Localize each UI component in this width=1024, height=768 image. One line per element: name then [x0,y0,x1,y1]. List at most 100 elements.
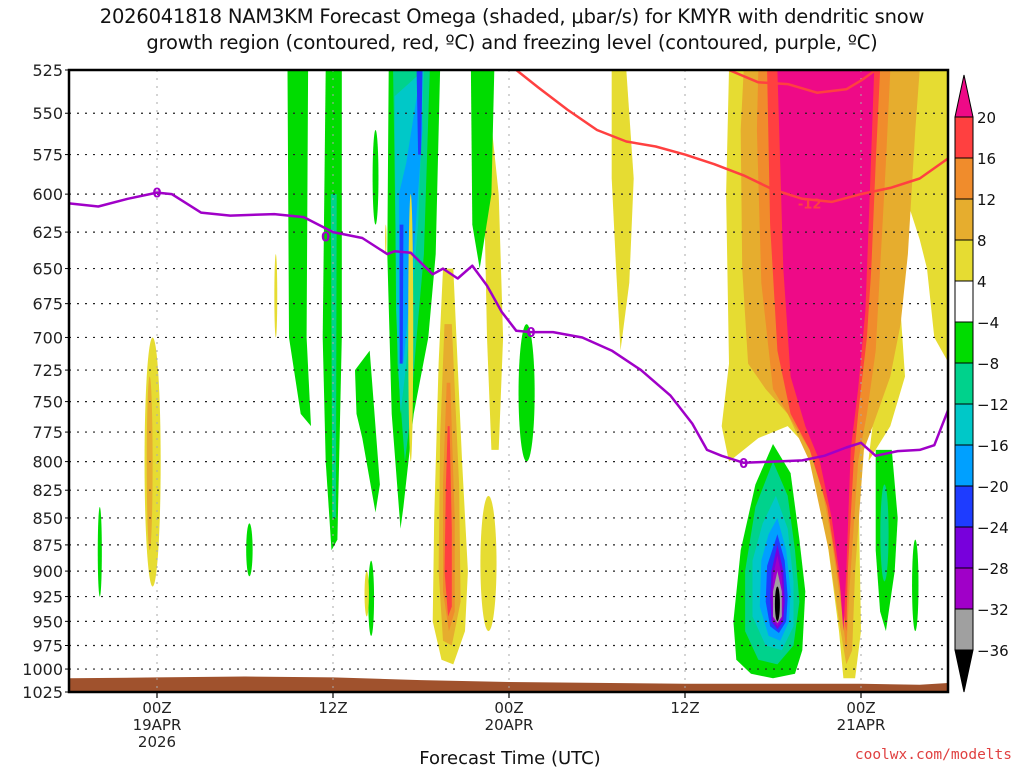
chart-title-line-2: growth region (contoured, red, ºC) and f… [146,31,878,54]
y-tick-label: 850 [32,509,63,528]
contour-layer: -12 0 0 0 0 [69,70,948,472]
x-tick-label: 2026 [138,733,176,751]
omega-rising-blob [330,194,337,518]
y-tick-label: 675 [32,295,63,314]
freezing-level-line [69,191,948,465]
omega-sinking-blob [364,571,369,617]
y-tick-label: 550 [32,104,63,123]
colorbar-tick-label: −28 [977,560,1009,578]
terrain-layer [69,676,948,692]
y-tick-label: 775 [32,423,63,442]
y-tick-label: 625 [32,223,63,242]
colorbar-tick-label: −12 [977,396,1009,414]
colorbar-bottom-arrow [954,649,974,693]
y-tick-label: 750 [32,393,63,412]
omega-rising-blob [470,70,495,269]
colorbar-bin [954,608,974,651]
chart-title-line-1: 2026041818 NAM3KM Forecast Omega (shaded… [99,5,925,28]
omega-rising-blob [416,70,423,155]
colorbar-bin [954,567,974,610]
colorbar-bin [954,403,974,446]
colorbar-top-arrow [954,74,974,118]
x-tick-label: 19APR [133,716,182,734]
y-tick-label: 900 [32,562,63,581]
x-tick-label: 00Z [142,699,171,717]
x-tick-label: 20APR [485,716,534,734]
x-tick-label: 00Z [846,699,875,717]
omega-rising-blob [372,129,379,225]
x-tick-label: 12Z [670,699,699,717]
y-tick-label: 925 [32,588,63,607]
omega-rising-blob [880,484,889,582]
x-tick-label: 21APR [837,716,886,734]
freezing-level-label: 0 [152,187,161,202]
colorbar-tick-label: −36 [977,642,1009,660]
dgz-contour-line [515,70,948,204]
colorbar-bin [954,321,974,364]
y-axis: 525 550 575 600 625 650 675 700 725 750 775 800 825 8… [22,61,69,702]
colorbar-bin [954,116,974,159]
omega-sinking-blob [274,254,278,338]
x-tick-label: 12Z [318,699,347,717]
omega-sinking-blob [146,376,153,551]
y-tick-label: 800 [32,453,63,472]
freezing-level-label: 0 [739,457,748,472]
colorbar-bin [954,485,974,528]
terrain-fill [69,676,948,692]
omega-sinking-blob [444,426,452,617]
omega-sinking-blob [777,70,875,632]
y-tick-label: 1025 [22,683,63,702]
omega-rising-blob [399,224,404,364]
colorbar: 20 16 12 8 4 −4 −8 −12 −16 −20 −24 −28 −32 −36 [954,74,1009,693]
colorbar-tick-label: −8 [977,355,999,373]
y-tick-label: 575 [32,146,63,165]
colorbar-tick-label: −24 [977,519,1009,537]
dgz-contour-line [728,70,877,94]
colorbar-bin [954,444,974,487]
omega-rising-blob [246,523,253,577]
omega-rising-blob [774,586,780,622]
colorbar-tick-label: −4 [977,314,999,332]
colorbar-tick-label: 12 [977,191,996,209]
colorbar-tick-label: 8 [977,232,987,250]
colorbar-bin [954,239,974,282]
freezing-level-label: 0 [526,326,535,341]
colorbar-tick-label: −32 [977,601,1009,619]
colorbar-tick-label: −16 [977,437,1009,455]
y-tick-label: 700 [32,328,63,347]
y-tick-label: 600 [32,185,63,204]
y-tick-label: 1000 [22,660,63,679]
colorbar-bin [954,526,974,569]
colorbar-bin [954,198,974,241]
colorbar-tick-label: −20 [977,478,1009,496]
omega-rising-blob [368,560,375,636]
colorbar-tick-label: 20 [977,109,996,127]
x-tick-label: 00Z [494,699,523,717]
y-tick-label: 950 [32,612,63,631]
omega-rising-blob [912,539,919,632]
chart-title: 2026041818 NAM3KM Forecast Omega (shaded… [0,4,1024,56]
colorbar-bin [954,280,974,323]
omega-shading [97,70,948,679]
dgz-contour-label: -12 [798,197,822,212]
omega-sinking-blob [408,194,414,462]
y-tick-label: 650 [32,260,63,279]
omega-sinking-blob [611,70,634,351]
omega-sinking-blob [480,495,497,632]
x-axis-title: Forecast Time (UTC) [419,748,600,768]
y-tick-label: 875 [32,536,63,555]
y-tick-label: 975 [32,637,63,656]
freezing-level-label: 0 [321,231,330,246]
credit-link[interactable]: coolwx.com/modelts [855,747,1012,763]
omega-sinking-blob [385,224,387,255]
omega-rising-blob [97,506,102,597]
colorbar-bin [954,362,974,405]
omega-rising-blob [355,350,380,513]
colorbar-tick-label: 4 [977,273,987,291]
omega-rising-blob [518,324,535,462]
y-tick-label: 525 [32,61,63,80]
colorbar-tick-label: 16 [977,150,996,168]
colorbar-bin [954,157,974,200]
